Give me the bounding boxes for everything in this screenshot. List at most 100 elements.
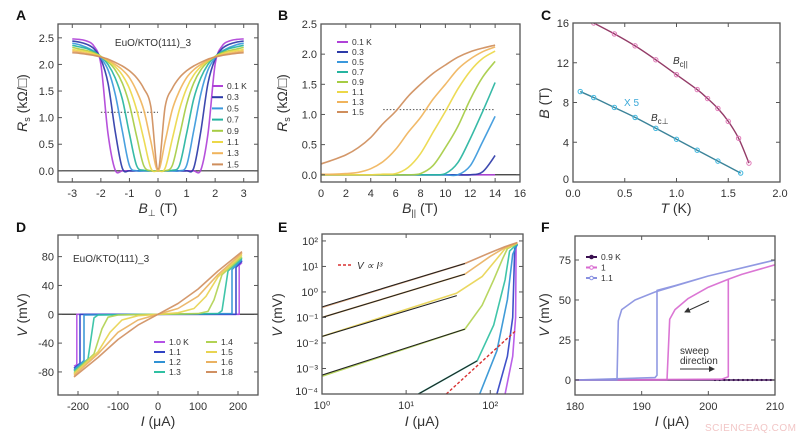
y-label-symbol: B xyxy=(536,109,552,118)
data-point xyxy=(632,114,638,121)
x-tick-label: 10¹ xyxy=(398,400,414,412)
x-label-unit: (μA) xyxy=(659,413,690,429)
data-point xyxy=(591,94,597,101)
legend-item: 0.9 xyxy=(337,77,364,87)
data-point xyxy=(673,136,680,142)
series-line xyxy=(321,155,496,176)
legend-item: 1.3 xyxy=(212,148,239,158)
label-subscript: c|| xyxy=(680,60,688,69)
legend-label: 0.5 xyxy=(227,103,239,113)
plot-frame xyxy=(574,235,776,396)
data-point xyxy=(715,105,721,112)
legend-label: 0.9 xyxy=(352,77,364,87)
data-point xyxy=(694,147,700,153)
legend-label: 1.5 xyxy=(221,347,233,357)
panel-f: F 180 190 200 210 0 25 50 75 I (μA) V (mV) 0.9 K11.… xyxy=(536,219,784,429)
legend-label: 1.1 xyxy=(601,273,613,283)
sweep-back-arrow-icon xyxy=(684,300,710,313)
series-line xyxy=(321,50,496,176)
legend-label: 0.3 xyxy=(352,47,364,57)
legend-label: 1 xyxy=(601,263,606,273)
series-line xyxy=(321,44,496,165)
data-point xyxy=(727,378,731,382)
fit-line xyxy=(418,360,478,394)
y-label-unit: (kΩ/□) xyxy=(274,74,290,117)
data-point xyxy=(765,378,768,382)
legend-item: 0.9 K xyxy=(586,252,621,262)
y-label-symbol: V xyxy=(269,326,285,337)
bc-perp-label: Bc⊥ xyxy=(651,113,669,126)
data-point xyxy=(732,378,735,382)
x-tick-label: 3 xyxy=(241,188,247,200)
y-axis-label: Rs (kΩ/□) xyxy=(14,74,32,132)
x-axis-label: I (μA) xyxy=(141,413,176,429)
y-tick-label: 2.5 xyxy=(39,33,54,45)
x-tick-label: 2 xyxy=(343,188,349,200)
plot-area xyxy=(321,44,520,177)
legend-label: 1.1 xyxy=(352,87,364,97)
x-tick-label: 10⁰ xyxy=(314,400,331,412)
panel-letter: D xyxy=(16,219,26,235)
legend-label: 1.5 xyxy=(227,159,239,169)
legend-marker xyxy=(589,265,594,270)
legend-label: 0.5 xyxy=(352,57,364,67)
y-tick-label: -80 xyxy=(38,367,54,379)
fit-line xyxy=(322,273,466,319)
y-tick-label: 10¹ xyxy=(302,261,318,273)
legend-item: 1.3 xyxy=(337,97,364,107)
x-tick-label: 6 xyxy=(393,188,399,200)
series-line xyxy=(478,243,519,394)
legend-label: 1.3 xyxy=(169,367,181,377)
series-line xyxy=(322,242,518,338)
legend-label: V ∝ I³ xyxy=(357,261,383,272)
y-label-symbol: V xyxy=(536,326,552,337)
label-symbol: B xyxy=(673,56,680,67)
legend-item: 1.2 xyxy=(154,357,181,367)
legend-label: 0.1 K xyxy=(352,37,372,47)
data-point xyxy=(715,158,721,164)
y-tick-label: 50 xyxy=(559,295,571,307)
power-law-guide-line xyxy=(445,330,517,394)
legend-label: 0.3 xyxy=(227,92,239,102)
y-tick-label: 0 xyxy=(565,375,571,387)
x-label-symbol: I xyxy=(405,413,409,429)
sweep-annotation: sweep xyxy=(680,346,709,357)
x-tick-label: 12 xyxy=(464,188,476,200)
panel-a: A -3 -2 -1 0 1 2 3 0.0 0.5 1.0 1.5 2.0 2.5 B⊥ (T) Rs (k… xyxy=(14,7,259,218)
y-tick-label: 75 xyxy=(559,255,571,267)
plot-area xyxy=(322,241,519,394)
legend: 0.1 K0.30.50.70.91.11.31.5 xyxy=(212,81,247,169)
legend-label: 1.3 xyxy=(352,97,364,107)
x-tick-label: -2 xyxy=(96,188,106,200)
series-line xyxy=(73,250,243,378)
panel-letter: C xyxy=(541,7,551,23)
legend: 0.1 K0.30.50.70.91.11.31.5 xyxy=(337,37,372,117)
sample-label: EuO/KTO(111)_3 xyxy=(73,254,150,265)
legend-item: 1.6 xyxy=(206,357,233,367)
legend-label: 0.7 xyxy=(227,115,239,125)
legend-marker xyxy=(589,254,594,260)
plot-frame xyxy=(321,233,524,395)
y-label-symbol: R xyxy=(14,122,30,132)
series-line xyxy=(321,46,496,176)
data-point xyxy=(591,23,597,26)
y-tick-label: 0.5 xyxy=(302,140,317,152)
legend-item: 1.1 xyxy=(154,347,181,357)
legend: 0.9 K11.1 xyxy=(586,252,621,283)
legend-label: 0.9 xyxy=(227,126,239,136)
legend-item: 0.7 xyxy=(212,115,239,125)
y-tick-label: 10⁻¹ xyxy=(296,312,318,324)
series-line xyxy=(593,23,750,164)
x-label-symbol: I xyxy=(655,413,659,429)
sweep-annotation: direction xyxy=(680,356,718,367)
data-point xyxy=(760,378,763,382)
x-label-unit: (T) xyxy=(156,200,178,216)
x-tick-label: 210 xyxy=(766,401,784,413)
y-axis-label: V (mV) xyxy=(269,293,285,337)
watermark: SCIENCEAQ.COM xyxy=(705,423,797,434)
x-tick-label: -200 xyxy=(67,401,89,413)
x-axis-label: I (μA) xyxy=(405,413,440,429)
legend-marker xyxy=(589,275,594,281)
y-tick-label: 10⁰ xyxy=(301,287,318,299)
legend-label: 0.7 xyxy=(352,67,364,77)
